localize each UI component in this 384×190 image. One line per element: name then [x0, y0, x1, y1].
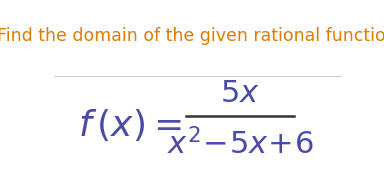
Text: $x^2\!-\!5x\!+\!6$: $x^2\!-\!5x\!+\!6$: [167, 128, 313, 161]
Text: $5x$: $5x$: [220, 78, 260, 108]
Text: Find the domain of the given rational function: Find the domain of the given rational fu…: [0, 27, 384, 45]
Text: $f\,(x) =$: $f\,(x) =$: [78, 107, 182, 143]
